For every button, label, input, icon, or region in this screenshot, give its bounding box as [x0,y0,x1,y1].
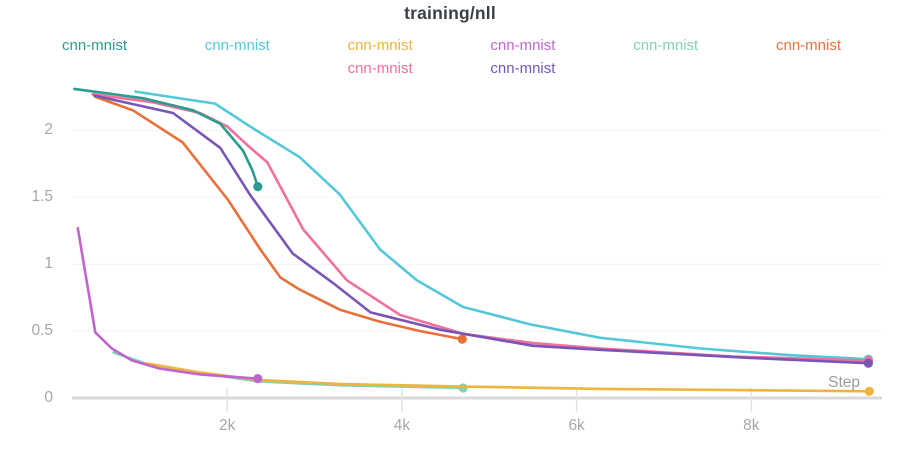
y-tick-label: 0 [44,389,53,406]
x-axis-title: Step [828,374,860,391]
series-end-dot [458,383,468,393]
y-tick-label: 1 [44,255,53,273]
chart-title: training/nll [404,3,496,23]
legend: cnn-mnist cnn-mnist cnn-mnist cnn-mnist cnn-… [62,36,900,82]
legend-item-run[interactable]: cnn-mnist [204,37,270,54]
legend-item-run[interactable]: cnn-mnist [62,37,128,54]
series-line [143,361,871,393]
legend-item-run[interactable]: cnn-mnist [347,37,413,54]
legend-item-run[interactable]: cnn-mnist [347,60,413,77]
legend-item-run[interactable]: cnn-mnist [490,37,556,54]
series-end-dot [863,358,874,368]
series-line [73,87,260,188]
series-end-dot [253,182,263,192]
legend-item-run[interactable]: cnn-mnist [775,37,842,54]
series-end-dot [457,334,467,344]
y-tick-label: 1.5 [31,188,53,206]
series-line [76,226,260,380]
legend-item-run[interactable]: cnn-mnist [633,37,699,54]
series-line [134,90,870,361]
legend-item-run[interactable]: cnn-mnist [490,60,556,77]
series-end-dot [864,386,874,396]
x-tick-label: 8k [743,417,760,434]
x-tick-label: 6k [568,417,585,434]
y-tick-label: 2 [44,121,53,139]
series-line [91,93,870,362]
series-line [93,94,870,365]
series-end-dot [253,374,263,384]
y-tick-label: 0.5 [31,322,53,340]
x-tick-label: 2k [219,417,236,434]
x-tick-label: 4k [393,417,411,434]
series-line [94,95,464,341]
